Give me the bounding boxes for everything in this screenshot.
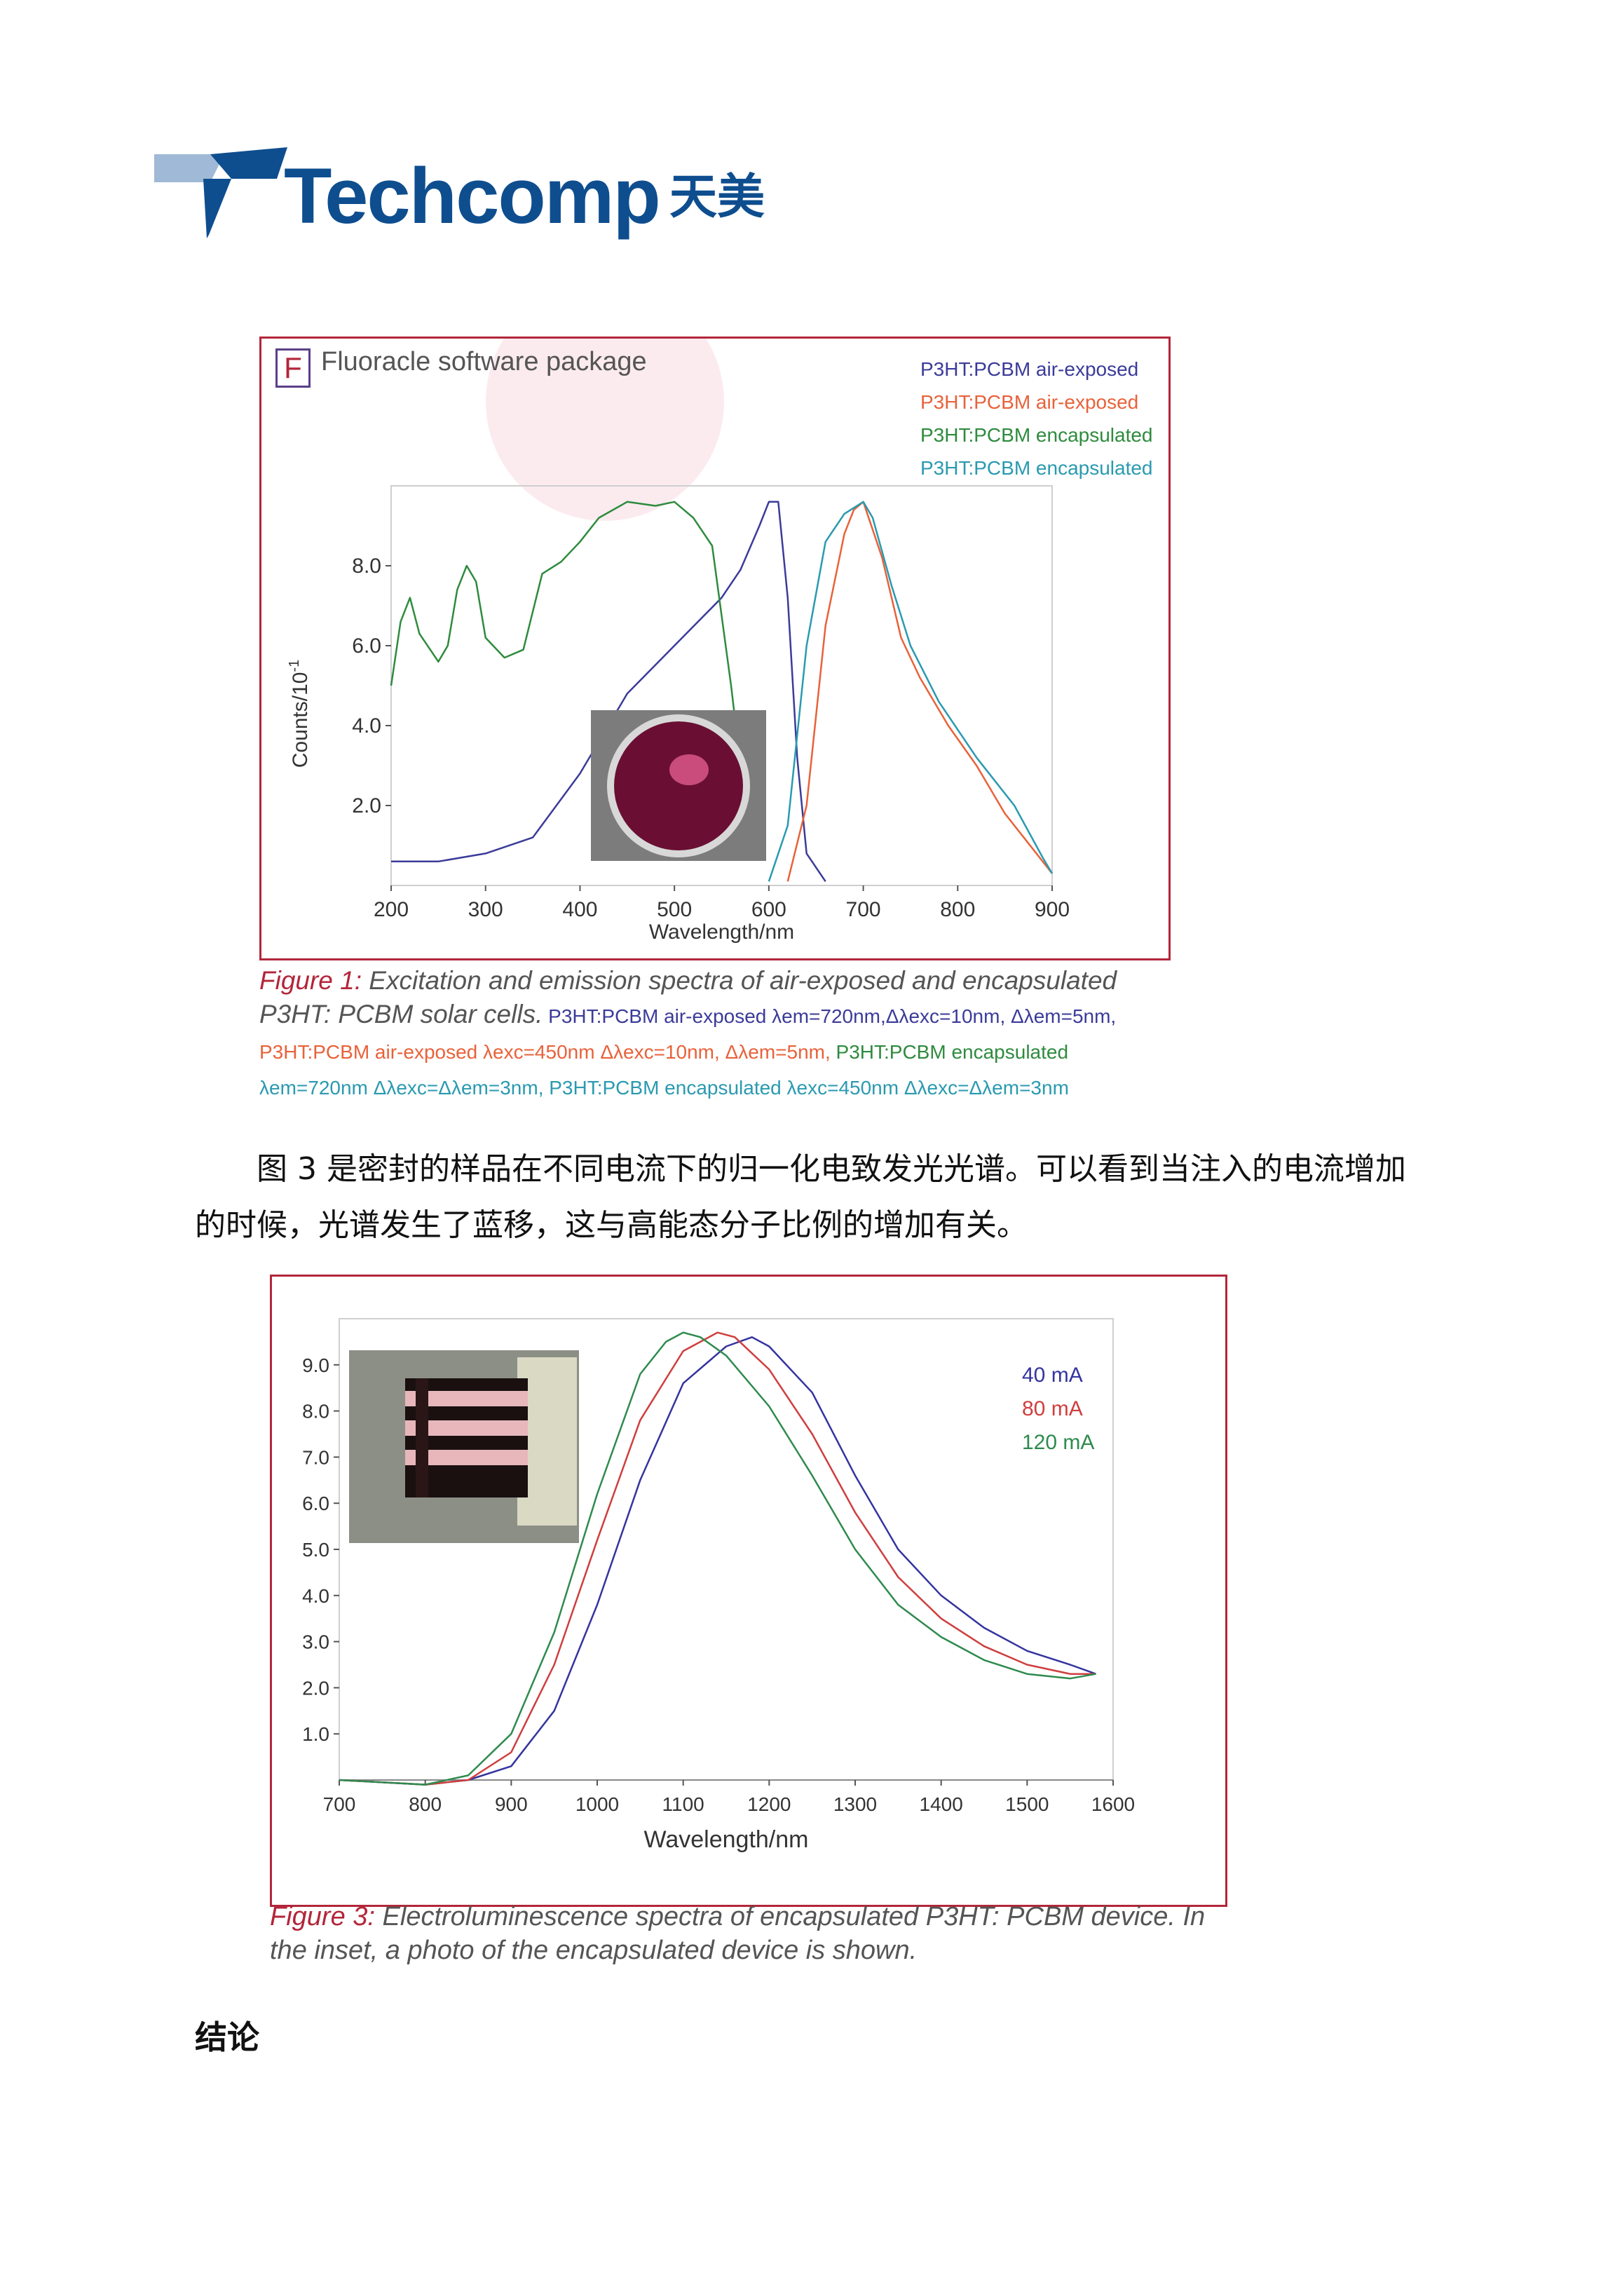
- legend-entry-3: P3HT:PCBM encapsulated: [920, 424, 1153, 446]
- series-line-3: [339, 1331, 1096, 1786]
- y-axis-label: Counts/10-1: [287, 660, 312, 768]
- x-tick-label: 1100: [662, 1793, 704, 1815]
- x-tick-label: 1300: [833, 1793, 877, 1815]
- chart-3: 700 800 900 1000 1100 1200 1300 1400 1500 1600 1.0…: [302, 1318, 1135, 1853]
- series-line-1: [339, 1336, 1096, 1786]
- sample-photo: [591, 710, 766, 861]
- series-line-1: [391, 501, 826, 883]
- fig1-legend: P3HT:PCBM air-exposed P3HT:PCBM air-expo…: [920, 353, 1153, 484]
- x-tick-label: 700: [846, 898, 881, 921]
- fig1-caption-line2: P3HT:PCBM air-exposed λexc=450nm Δλexc=1…: [259, 1041, 831, 1063]
- figure-1-caption: Figure 1: Excitation and emission spectr…: [259, 964, 1192, 1105]
- device-photo: [349, 1350, 579, 1543]
- y-tick-label: 1.0: [302, 1723, 329, 1745]
- y-tick-label: 4.0: [352, 714, 381, 738]
- fig3-label: Figure 3:: [270, 1902, 375, 1931]
- body-paragraph: 图 3 是密封的样品在不同电流下的归一化电致发光光谱。可以看到当注入的电流增加的…: [195, 1141, 1429, 1254]
- logo-text: Techcomp: [284, 152, 661, 240]
- y-tick-label: 7.0: [302, 1446, 329, 1468]
- x-tick-label: 800: [940, 898, 975, 921]
- legend-entry: 40 mA: [1022, 1364, 1083, 1387]
- x-axis-label: Wavelength/nm: [649, 921, 794, 944]
- fig1-decor: [486, 339, 724, 521]
- y-tick-label: 2.0: [352, 794, 381, 817]
- fig1-caption-line2b: P3HT:PCBM encapsulated: [830, 1041, 1069, 1063]
- figure-3: 700 800 900 1000 1100 1200 1300 1400 1500 1600 1.0…: [270, 1275, 1227, 1907]
- device-image: [405, 1357, 577, 1526]
- x-tick-label: 200: [374, 898, 409, 921]
- fig1-caption-line3: λem=720nm Δλexc=Δλem=3nm, P3HT:PCBM enca…: [259, 1077, 1069, 1099]
- legend-entry: 80 mA: [1022, 1397, 1083, 1420]
- x-tick-label: 300: [468, 898, 503, 921]
- x-tick-label: 700: [323, 1793, 356, 1815]
- series-line-2: [786, 501, 1053, 882]
- chart-1: 200 300 400 500 600 700 800 900 2.0 4.0 6.0 8.0 Wave…: [287, 485, 1070, 944]
- fig3-caption-text: Electroluminescence spectra of encapsula…: [270, 1902, 1206, 1965]
- legend-entry-2: P3HT:PCBM air-exposed: [920, 391, 1139, 413]
- fig1-label: Figure 1:: [259, 966, 362, 995]
- y-tick-label: 5.0: [302, 1539, 329, 1561]
- software-badge: F: [275, 348, 311, 388]
- x-axis-label: Wavelength/nm: [644, 1826, 809, 1853]
- y-tick-label: 6.0: [302, 1493, 329, 1514]
- figure-3-caption: Figure 3: Electroluminescence spectra of…: [270, 1900, 1230, 1967]
- logo-cn-text: 天美: [669, 170, 765, 225]
- legend-entry-1: P3HT:PCBM air-exposed: [920, 358, 1139, 380]
- software-package-label: Fluoracle software package: [321, 347, 647, 376]
- logo-mark-icon: [154, 147, 287, 238]
- y-tick-label: 3.0: [302, 1631, 329, 1653]
- series-line-3: [390, 501, 751, 846]
- y-tick-label: 4.0: [302, 1585, 329, 1607]
- series-line-4: [768, 501, 1054, 882]
- x-tick-label: 400: [562, 898, 597, 921]
- x-tick-label: 800: [409, 1793, 442, 1815]
- y-tick-label: 9.0: [302, 1354, 329, 1376]
- x-tick-label: 600: [751, 898, 786, 921]
- x-tick-label: 1500: [1005, 1793, 1049, 1815]
- fig1-caption-line1: P3HT:PCBM air-exposed λem=720nm,Δλexc=10…: [543, 1005, 1117, 1027]
- x-tick-label: 900: [495, 1793, 528, 1815]
- paragraph-text: 图 3 是密封的样品在不同电流下的归一化电致发光光谱。可以看到当注入的电流增加的…: [195, 1151, 1406, 1243]
- legend-entry-4: P3HT:PCBM encapsulated: [920, 457, 1153, 479]
- x-tick-label: 1600: [1091, 1793, 1135, 1815]
- x-tick-label: 500: [657, 898, 692, 921]
- y-tick-label: 2.0: [302, 1677, 329, 1699]
- y-tick-label: 6.0: [352, 634, 381, 658]
- techcomp-logo: Techcomp 天美: [154, 147, 799, 245]
- legend-entry: 120 mA: [1022, 1431, 1094, 1454]
- x-tick-label: 1000: [575, 1793, 619, 1815]
- x-tick-label: 1200: [747, 1793, 791, 1815]
- y-tick-label: 8.0: [352, 555, 381, 578]
- section-heading: 结论: [195, 2018, 259, 2056]
- x-tick-label: 1400: [920, 1793, 963, 1815]
- sample-dish-image: [607, 714, 750, 857]
- y-tick-label: 8.0: [302, 1401, 329, 1422]
- series-line-2: [339, 1331, 1096, 1786]
- x-tick-label: 900: [1035, 898, 1070, 921]
- figure-1: F Fluoracle software package P3HT:PCBM a…: [259, 337, 1171, 960]
- fig1-caption-main: Excitation and emission spectra of air-e…: [259, 966, 1117, 1028]
